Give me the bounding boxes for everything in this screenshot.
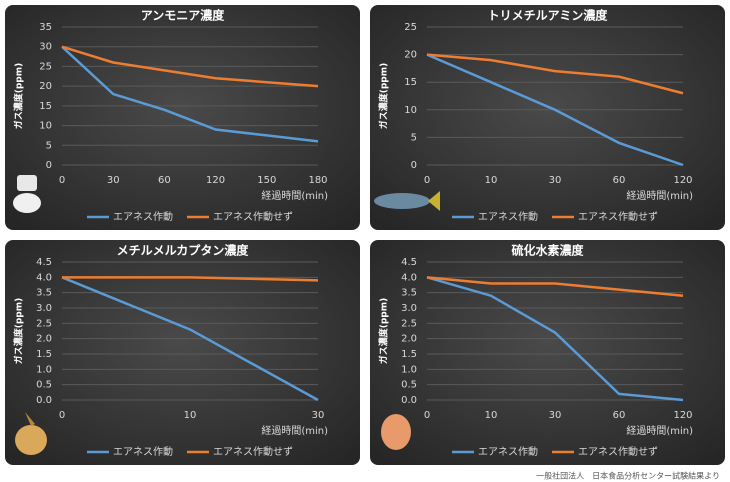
y-tick-label: 5: [46, 140, 52, 151]
chart-title: 硫化水素濃度: [511, 243, 584, 258]
y-tick-label: 0.0: [401, 395, 417, 406]
y-tick-label: 30: [39, 42, 52, 53]
y-tick-label: 25: [39, 61, 52, 72]
panel-background: [370, 5, 725, 230]
y-tick-label: 35: [39, 22, 52, 33]
legend-label: エアネス作動: [478, 210, 538, 223]
y-tick-label: 10: [404, 105, 417, 116]
data-line: [426, 276, 684, 297]
legend-label: エアネス作動: [113, 445, 173, 458]
x-tick-label: 180: [308, 175, 327, 186]
y-tick-label: 1.0: [36, 364, 52, 375]
fish-icon: [374, 193, 430, 209]
y-tick-label: 25: [404, 22, 417, 33]
onion-icon: [15, 425, 47, 455]
x-tick-label: 0: [424, 410, 430, 421]
data-line: [61, 45, 319, 88]
y-tick-label: 3.5: [36, 288, 52, 299]
egg-icon: [381, 414, 411, 450]
chart-panel: トリメチルアミン濃度 0 5 10 15 20 25 0 10 30 60 120 経過時間(min) ガ…: [370, 5, 725, 230]
x-tick-label: 60: [613, 410, 626, 421]
x-tick-label: 10: [184, 410, 197, 421]
data-line: [426, 53, 684, 167]
data-line: [62, 276, 319, 282]
chart-title: メチルメルカプタン濃度: [117, 243, 250, 258]
y-tick-label: 15: [404, 77, 417, 88]
x-tick-label: 30: [549, 175, 562, 186]
data-line: [61, 276, 319, 402]
legend-label: エアネス作動: [113, 210, 173, 223]
fish-tail: [428, 191, 440, 211]
data-line: [426, 276, 684, 402]
y-tick-label: 20: [39, 81, 52, 92]
x-tick-label: 120: [673, 410, 692, 421]
x-tick-label: 120: [206, 175, 225, 186]
panel-background: [5, 240, 360, 465]
y-tick-label: 10: [39, 121, 52, 132]
x-tick-label: 30: [549, 410, 562, 421]
y-tick-label: 2.5: [401, 318, 417, 329]
x-axis-label: 経過時間(min): [626, 189, 693, 202]
y-tick-label: 4.0: [401, 272, 417, 283]
chart-panel: アンモニア濃度 0 5 10 15 20 25 30 35 0 30 60 120 150 180 経過時間(…: [5, 5, 360, 230]
y-tick-label: 20: [404, 50, 417, 61]
chart-title: アンモニア濃度: [141, 8, 226, 23]
y-tick-label: 2.5: [36, 318, 52, 329]
legend-label: エアネス作動せず: [578, 210, 658, 223]
y-tick-label: 0: [411, 160, 417, 171]
y-axis-label: ガス濃度(ppm): [378, 63, 390, 130]
y-tick-label: 15: [39, 101, 52, 112]
x-axis-label: 経過時間(min): [626, 424, 693, 437]
chart-panel: 硫化水素濃度 0.0 0.5 1.0 1.5 2.0 2.5 3.0 3.5 4.0 4.5 0 10 3…: [370, 240, 725, 465]
legend-label: エアネス作動せず: [213, 445, 293, 458]
y-tick-label: 4.5: [401, 257, 417, 268]
data-line: [426, 53, 684, 95]
y-tick-label: 1.5: [36, 349, 52, 360]
y-tick-label: 0.5: [36, 380, 52, 391]
y-tick-label: 0: [46, 160, 52, 171]
y-tick-label: 3.5: [401, 288, 417, 299]
x-tick-label: 60: [158, 175, 171, 186]
x-tick-label: 150: [257, 175, 276, 186]
x-axis-label: 経過時間(min): [261, 424, 328, 437]
x-tick-label: 30: [107, 175, 120, 186]
x-tick-label: 30: [312, 410, 325, 421]
legend-label: エアネス作動せず: [213, 210, 293, 223]
footnote: 一般社団法人 日本食品分析センター試験結果より: [536, 471, 720, 481]
y-tick-label: 2.0: [36, 334, 52, 345]
y-tick-label: 2.0: [401, 334, 417, 345]
x-tick-label: 10: [485, 410, 498, 421]
toilet-icon: [13, 193, 41, 213]
y-tick-label: 4.5: [36, 257, 52, 268]
y-tick-label: 1.0: [401, 364, 417, 375]
legend-label: エアネス作動: [478, 445, 538, 458]
x-tick-label: 60: [613, 175, 626, 186]
y-tick-label: 0.0: [36, 395, 52, 406]
x-tick-label: 0: [59, 410, 65, 421]
x-tick-label: 0: [424, 175, 430, 186]
y-axis-label: ガス濃度(ppm): [13, 63, 25, 130]
x-tick-label: 120: [673, 175, 692, 186]
y-axis-label: ガス濃度(ppm): [378, 298, 390, 365]
x-axis-label: 経過時間(min): [261, 189, 328, 202]
y-tick-label: 0.5: [401, 380, 417, 391]
panel-background: [370, 240, 725, 465]
y-tick-label: 1.5: [401, 349, 417, 360]
y-axis-label: ガス濃度(ppm): [13, 298, 25, 365]
chart-panel: メチルメルカプタン濃度 0.0 0.5 1.0 1.5 2.0 2.5 3.0 3.5 4.0 4.…: [5, 240, 360, 465]
onion-top: [25, 412, 35, 426]
x-tick-label: 10: [485, 175, 498, 186]
toilet-tank: [17, 175, 37, 191]
chart-title: トリメチルアミン濃度: [488, 8, 609, 23]
y-tick-label: 4.0: [36, 272, 52, 283]
x-tick-label: 0: [59, 175, 65, 186]
legend-label: エアネス作動せず: [578, 445, 658, 458]
y-tick-label: 3.0: [401, 303, 417, 314]
y-tick-label: 5: [411, 132, 417, 143]
data-line: [61, 45, 319, 143]
y-tick-label: 3.0: [36, 303, 52, 314]
